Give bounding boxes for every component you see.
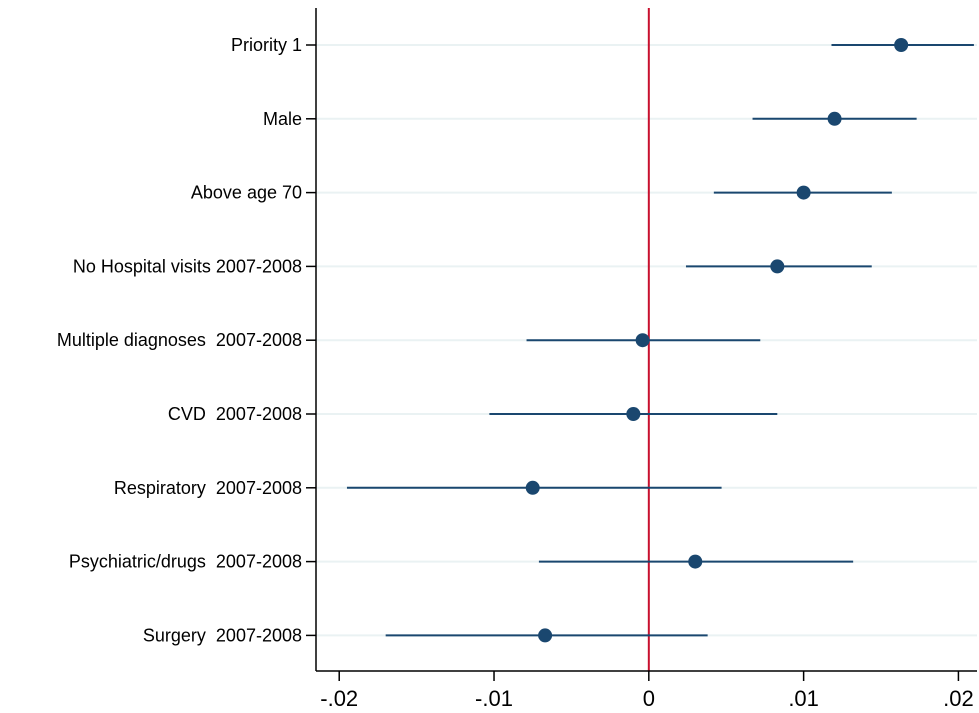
x-tick-label: -.02 xyxy=(320,686,358,711)
x-tick-label: -.01 xyxy=(475,686,513,711)
y-tick-label: CVD 2007-2008 xyxy=(168,404,302,424)
point-estimate xyxy=(827,111,842,126)
point-estimate xyxy=(796,185,811,200)
x-tick-label: 0 xyxy=(643,686,655,711)
point-estimate xyxy=(688,554,703,569)
y-tick-label: Male xyxy=(263,109,302,129)
x-tick-label: .01 xyxy=(788,686,819,711)
y-tick-label: Above age 70 xyxy=(191,183,302,203)
y-tick-label: No Hospital visits 2007-2008 xyxy=(73,256,302,276)
axes xyxy=(306,8,977,681)
point-estimate xyxy=(538,628,553,643)
x-tick-label: .02 xyxy=(943,686,974,711)
y-tick-label: Respiratory 2007-2008 xyxy=(114,478,302,498)
axis-labels: -.02 -.01 0 .01 .02 Priority 1 Male Above age 7… xyxy=(57,35,974,711)
point-estimate xyxy=(525,480,540,495)
y-tick-label: Priority 1 xyxy=(231,35,302,55)
point-estimate xyxy=(626,407,641,421)
y-tick-label: Surgery 2007-2008 xyxy=(143,625,302,645)
point-estimate xyxy=(894,38,909,52)
y-tick-label: Multiple diagnoses 2007-2008 xyxy=(57,330,302,350)
point-estimate xyxy=(635,333,650,348)
y-tick-label: Psychiatric/drugs 2007-2008 xyxy=(69,552,302,572)
point-estimate xyxy=(770,259,785,274)
data-series xyxy=(346,38,974,643)
